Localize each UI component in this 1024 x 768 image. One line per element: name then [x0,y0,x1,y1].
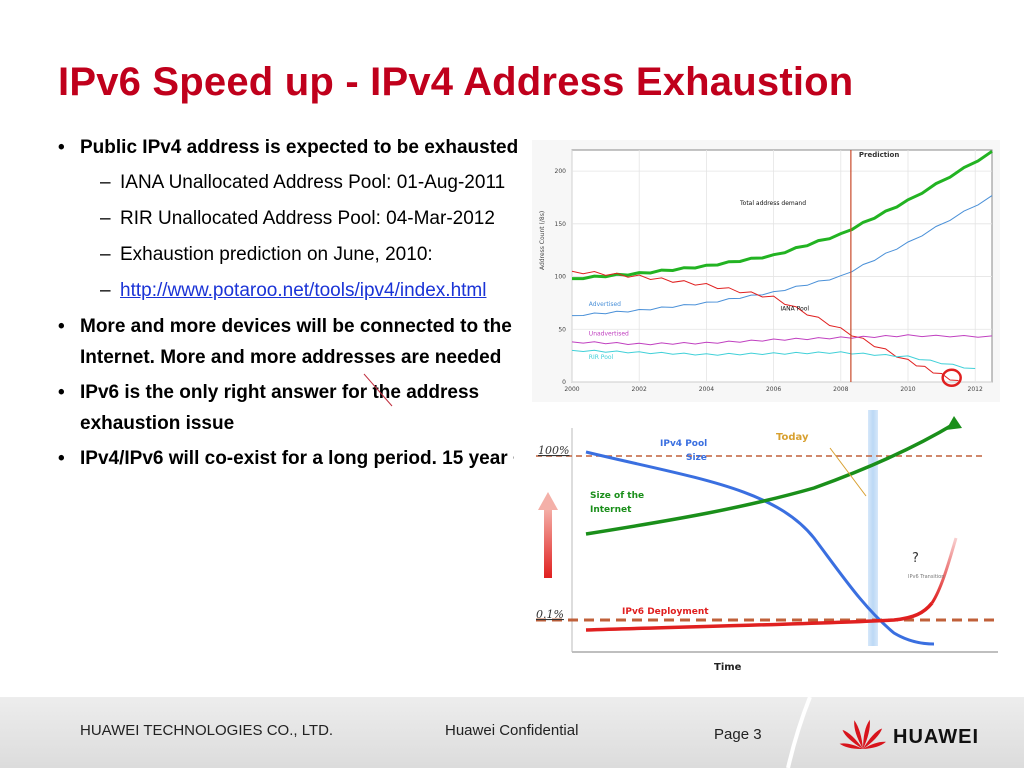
y-tick-label: 150 [555,221,567,228]
today-band [868,410,878,646]
x-tick-label: 2000 [564,386,579,393]
series-label: Advertised [589,301,621,308]
bullet-item: • IPv4/IPv6 will co-exist for a long per… [58,443,538,474]
footer-bar [0,697,1024,768]
label-today: Today [776,432,809,443]
bullet-text: IPv4/IPv6 will co-exist for a long perio… [80,448,525,469]
x-tick-label: 2010 [900,386,915,393]
growth-arrow-head [538,492,558,510]
x-axis-label: Time [714,662,742,673]
huawei-wordmark: HUAWEI [893,726,979,748]
plot-area [571,149,993,383]
internet-arrow-head [946,416,962,430]
page-number: Page 3 [714,726,762,743]
x-tick-label: 2008 [833,386,848,393]
series-line-unadvertised [571,334,993,346]
bullet-item: • IPv6 is the only right answer for the … [58,377,538,439]
sub-bullet-text: Exhaustion prediction on June, 2010: [120,244,433,265]
sub-bullet-dash: – [100,280,111,301]
bullet-item: • Public IPv4 address is expected to be … [58,132,538,163]
series-line-ipv4-pool [585,450,935,646]
potaroo-link[interactable]: http://www.potaroo.net/tools/ipv4/index.… [120,280,487,301]
x-tick-label: 2004 [699,386,714,393]
ipv6-transition-chart: 100% 0.1% IPv4 Pool Size Today Size of t… [514,408,1000,676]
bullet-text: IPv6 is the only right answer for the ad… [80,382,480,434]
series-label: RIR Pool [589,354,614,361]
bullet-dot: • [58,316,65,337]
x-tick-label: 2002 [632,386,647,393]
label-internet-size-line1: Size of the [590,491,644,501]
bullet-item: • More and more devices will be connecte… [58,311,538,373]
label-ipv6-transition: IPv6 Transition [908,574,944,580]
label-ipv4-pool: IPv4 Pool Size [660,439,710,463]
sub-bullet-text: RIR Unallocated Address Pool: 04-Mar-201… [120,208,495,229]
series-label: Total address demand [739,200,806,207]
label-internet-size-line2: Internet [590,505,632,515]
sub-bullet-dash: – [100,208,111,229]
tick-0-1-percent: 0.1% [536,608,564,621]
sub-bullet-text: IANA Unallocated Address Pool: 01-Aug-20… [120,172,506,193]
bullet-dot: • [58,137,65,158]
exhaustion-circle [941,368,962,388]
pen-scribble [363,373,393,407]
y-tick-label: 50 [558,326,566,333]
slide-title: IPv6 Speed up - IPv4 Address Exhaustion [58,60,854,104]
series-line-ipv6-deployment [585,601,934,632]
sub-bullet-item: – Exhaustion prediction on June, 2010: [58,239,538,270]
bullet-dot: • [58,382,65,403]
growth-arrow-shaft [544,508,552,578]
series-line-advertised [571,195,993,317]
y-axis-label: Address Count (/8s) [539,211,546,270]
series-line-total-address-demand [571,150,993,281]
ipv6-transition-curve [930,537,958,604]
today-pointer [829,447,867,497]
bullet-text: Public IPv4 address is expected to be ex… [80,137,519,158]
prediction-label: Prediction [859,151,899,159]
address-count-chart: 0 50 100 150 200 2000 2002 2004 2006 2008 2010 2012… [532,140,1000,402]
label-question: ? [912,551,919,566]
huawei-logo-icon [839,719,886,750]
x-tick-label: 2006 [766,386,781,393]
bullet-list: • Public IPv4 address is expected to be … [58,132,538,478]
sub-bullet-item: – http://www.potaroo.net/tools/ipv4/inde… [58,275,538,306]
sub-bullet-dash: – [100,172,111,193]
x-tick-label: 2012 [968,386,983,393]
y-tick-label: 0 [562,379,566,386]
footer-company: HUAWEI TECHNOLOGIES CO., LTD. [80,722,334,739]
sub-bullet-item: – RIR Unallocated Address Pool: 04-Mar-2… [58,203,538,234]
label-ipv4-pool-line1: IPv4 Pool [660,439,707,449]
tick-100-percent: 100% [538,444,569,457]
series-label: IANA Pool [780,305,809,312]
bullet-text: More and more devices will be connected … [80,316,512,368]
label-ipv6-deployment: IPv6 Deployment [622,607,709,617]
series-line-iana-pool [571,270,959,381]
series-line-rir-pool [571,349,976,369]
footer-confidential: Huawei Confidential [445,722,579,739]
label-ipv4-pool-line2: Size [686,453,707,463]
series-label: Unadvertised [589,331,629,338]
footer-separator [786,697,812,768]
series-line-internet-size [585,422,955,536]
bullet-dot: • [58,448,65,469]
y-tick-label: 200 [555,168,567,175]
label-internet-size: Size of the Internet [590,491,647,515]
sub-bullet-item: – IANA Unallocated Address Pool: 01-Aug-… [58,167,538,198]
sub-bullet-dash: – [100,244,111,265]
chart2-background [514,408,1000,676]
y-tick-label: 100 [555,274,567,281]
